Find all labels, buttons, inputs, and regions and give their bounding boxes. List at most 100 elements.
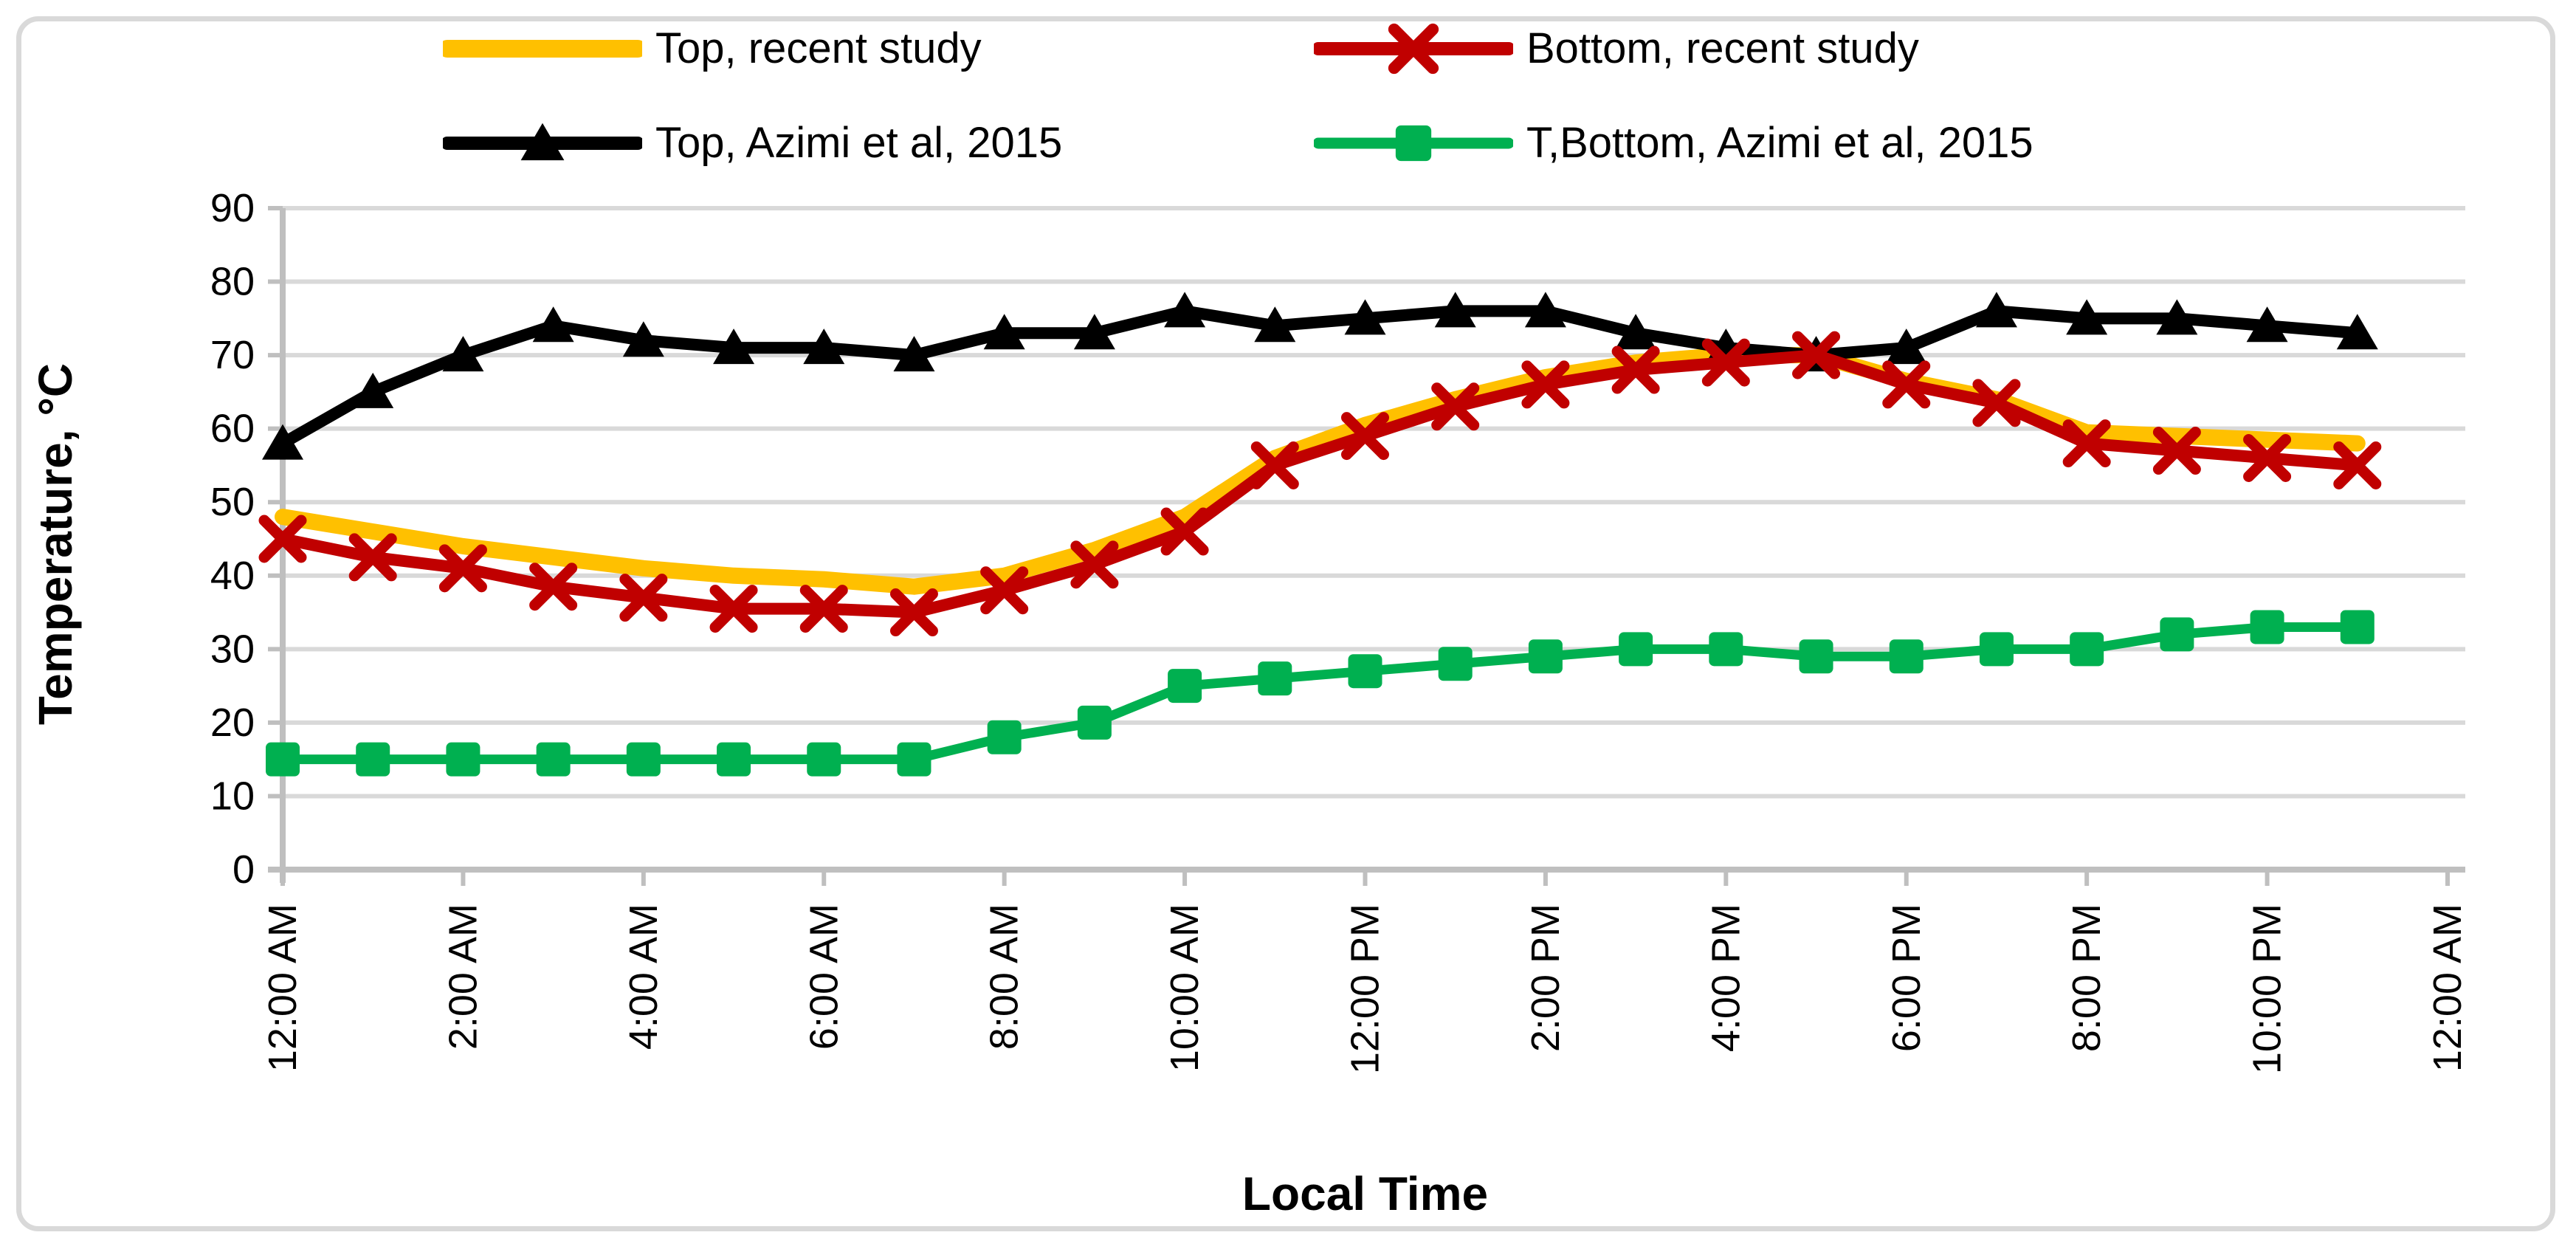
marker-square [356,742,390,777]
marker-square [1438,647,1473,681]
marker-x [1701,338,1750,387]
marker-square [1258,661,1292,696]
y-tick-label: 10 [210,774,255,818]
legend-item-tbottom-azimi-2015: T,Bottom, Azimi et al, 2015 [1314,108,2185,179]
marker-square [1348,654,1382,689]
marker-x [438,544,487,593]
marker-triangle [1254,306,1296,343]
marker-square [1709,632,1743,667]
x-tick-label: 10:00 PM [2245,904,2290,1074]
marker-square [2340,610,2374,644]
marker-x [799,585,848,633]
y-tick-label: 0 [233,847,255,892]
marker-square [897,742,931,777]
x-tick-label: 8:00 AM [982,904,1027,1050]
marker-triangle [442,336,484,372]
marker-triangle [713,329,755,365]
x-tick-label: 12:00 AM [261,904,305,1072]
marker-x [980,566,1029,615]
x-tick-label: 8:00 PM [2064,904,2109,1052]
marker-square [2250,610,2284,644]
marker-triangle [2336,314,2378,350]
marker-square [1395,125,1432,162]
chart-legend: Top, recent study Bottom, recent study T… [443,13,2185,179]
legend-swatch-black-triangle-line [443,123,642,161]
y-tick-label: 60 [210,407,255,451]
marker-x [1611,345,1660,394]
marker-square [807,742,841,777]
y-tick-label: 20 [210,701,255,745]
marker-x [1792,331,1841,379]
legend-label: Top, recent study [655,24,982,72]
x-tick-label: 10:00 AM [1163,904,1207,1072]
legend-item-top-recent-study: Top, recent study [443,13,1314,84]
series-t-bottom-azimi-et-al-2015 [266,610,2374,777]
marker-x [2243,433,2292,482]
marker-x [1972,379,2021,427]
legend-item-top-azimi-2015: Top, Azimi et al, 2015 [443,108,1314,179]
series-top-recent-study [275,347,2366,595]
series-top-azimi-et-al-2015 [262,292,2378,460]
marker-x [1521,360,1570,409]
marker-x [258,515,307,563]
marker-x [1341,412,1389,461]
x-tick-label: 12:00 PM [1343,904,1388,1074]
legend-swatch-gold-line [443,40,642,58]
marker-x [1070,540,1119,589]
x-tick-label: 12:00 AM [2425,904,2470,1072]
marker-x [1882,360,1931,409]
y-tick-label: 90 [210,186,255,230]
marker-square [717,742,751,777]
marker-square [2070,632,2104,667]
marker-triangle [1434,292,1476,328]
y-axis-title: Temperature, °C [29,362,82,726]
x-tick-label: 2:00 PM [1523,904,1568,1052]
marker-x [709,585,758,633]
marker-square [1077,705,1112,740]
marker-x [2062,419,2111,468]
x-tick-label: 6:00 PM [1884,904,1929,1052]
marker-x [619,574,668,622]
x-axis-title: Local Time [1241,1167,1489,1220]
legend-swatch-green-square-line [1314,125,1513,162]
marker-triangle [622,321,664,357]
marker-square [266,742,300,777]
series-line [275,347,2366,595]
marker-x [529,563,578,611]
marker-triangle [2246,306,2288,343]
marker-triangle [1073,314,1115,350]
x-tick-label: 6:00 AM [802,904,846,1050]
marker-triangle [803,329,845,365]
y-tick-label: 40 [210,554,255,598]
marker-triangle [893,336,935,372]
marker-x [2152,427,2201,475]
marker-square [536,742,571,777]
marker-triangle [520,123,565,161]
marker-x [1160,507,1209,556]
marker-triangle [1975,292,2017,328]
marker-triangle [2156,299,2198,335]
marker-square [446,742,481,777]
marker-x [1250,441,1299,489]
marker-square [1528,639,1563,674]
legend-item-bottom-recent-study: Bottom, recent study [1314,13,2185,84]
marker-square [1889,639,1924,674]
series-bottom-recent-study [258,331,2382,637]
marker-square [1979,632,2014,667]
series-line [277,305,2363,450]
legend-label: Top, Azimi et al, 2015 [655,119,1063,167]
legend-label: Bottom, recent study [1526,24,1919,72]
legend-label: T,Bottom, Azimi et al, 2015 [1526,119,2033,167]
y-tick-label: 70 [210,333,255,377]
marker-triangle [262,424,303,460]
marker-x [1388,23,1439,75]
marker-triangle [983,314,1025,350]
marker-x [889,588,938,637]
series-line [277,349,2363,619]
marker-triangle [1164,292,1206,328]
x-tick-label: 4:00 PM [1704,904,1748,1052]
y-tick-label: 50 [210,480,255,524]
marker-square [626,742,661,777]
